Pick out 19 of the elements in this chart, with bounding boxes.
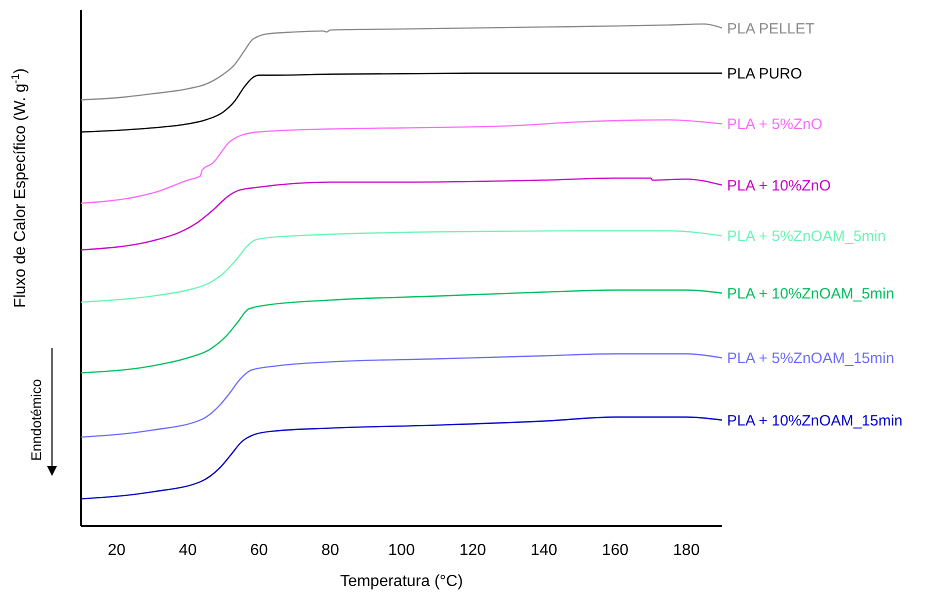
x-tick-label: 40 xyxy=(178,542,197,559)
x-tick-label: 100 xyxy=(388,542,415,559)
series-label: PLA + 10%ZnOAM_5min xyxy=(727,285,894,302)
series-label: PLA + 5%ZnO xyxy=(727,116,822,134)
x-tick-label: 160 xyxy=(602,542,629,559)
text: Enndotémico xyxy=(28,378,44,461)
x-tick-label: 60 xyxy=(250,542,268,559)
series-label: PLA PURO xyxy=(727,65,802,82)
x-tick-label: 80 xyxy=(321,542,340,559)
x-axis-title: Temperatura (°C) xyxy=(340,573,463,590)
series-label: PLA PELLET xyxy=(727,20,815,38)
series-label: PLA + 10%ZnOAM_15min xyxy=(727,412,903,430)
x-tick-label: 120 xyxy=(459,542,486,559)
x-tick-label: 180 xyxy=(673,542,700,559)
series-label: PLA + 10%ZnO xyxy=(727,177,831,194)
series-label: PLA + 5%ZnOAM_15min xyxy=(727,350,894,368)
x-tick-label: 140 xyxy=(530,542,558,559)
x-tick-label: 20 xyxy=(108,542,126,559)
series-label: PLA + 5%ZnOAM_5min xyxy=(727,228,886,246)
